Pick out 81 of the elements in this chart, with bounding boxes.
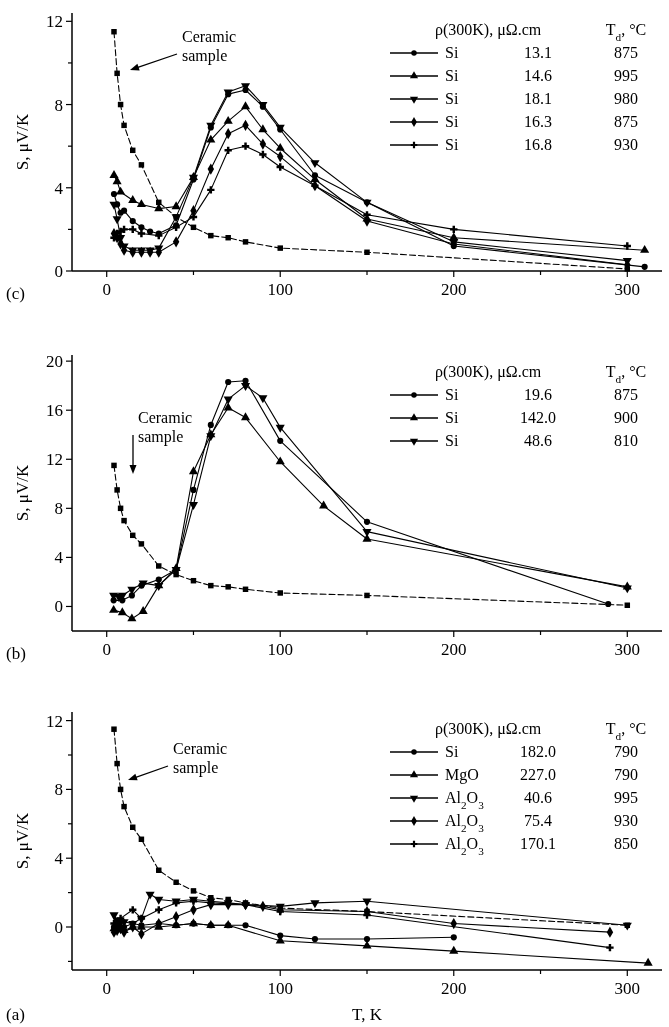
annotation: 900 — [614, 409, 638, 426]
y-tick-label: 0 — [54, 262, 63, 281]
x-tick-label: 200 — [441, 979, 467, 998]
legend-label: Al$_{2}$O$_{3}$ — [445, 789, 485, 811]
annotation: ρ(300K), μΩ.cm — [435, 363, 542, 381]
annotation: Ceramic sample — [173, 740, 228, 777]
annotation: 13.1 — [524, 44, 552, 61]
y-tick-label: 4 — [54, 178, 64, 198]
annotation: 170.1 — [520, 835, 556, 852]
legend-label: MgO — [445, 766, 479, 784]
x-tick-label: 200 — [441, 640, 467, 659]
annotation: ρ(300K), μΩ.cm — [435, 720, 542, 738]
x-axis-title: T, K — [352, 1005, 383, 1024]
annotation: Ceramic sample — [138, 409, 193, 446]
annotation: 40.6 — [524, 789, 552, 806]
annotation: 995 — [614, 789, 638, 806]
x-tick-label: 200 — [441, 280, 467, 299]
annotation: 790 — [614, 743, 638, 760]
annotation: 790 — [614, 766, 638, 783]
legend-label: Si — [445, 409, 459, 426]
x-tick-label: 0 — [102, 640, 111, 659]
x-tick-label: 100 — [267, 979, 293, 998]
annotation: 930 — [614, 136, 638, 153]
y-tick-label: 20 — [46, 352, 63, 372]
annotation: 18.1 — [524, 90, 552, 107]
y-tick-label: 4 — [54, 548, 64, 568]
annotation: T$_{d}$, °C — [605, 720, 647, 742]
annotation: 810 — [614, 432, 638, 449]
text: (a) — [6, 1005, 25, 1024]
y-tick-label: 12 — [46, 450, 63, 470]
x-tick-label: 100 — [267, 640, 293, 659]
annotation: 227.0 — [520, 766, 556, 783]
annotation: 182.0 — [520, 743, 556, 760]
annotation: 19.6 — [524, 386, 552, 403]
y-axis-title: S, μV/K — [13, 812, 32, 870]
annotation: 850 — [614, 835, 638, 852]
y-axis-title: S, μV/K — [13, 113, 32, 171]
y-tick-label: 0 — [54, 597, 63, 617]
y-tick-label: 8 — [54, 780, 63, 800]
legend-label: Si — [445, 90, 459, 107]
annotation: 14.6 — [524, 67, 552, 84]
legend-label: Si — [445, 44, 459, 61]
annotation: T$_{d}$, °C — [605, 363, 647, 385]
y-tick-label: 12 — [46, 711, 63, 731]
x-tick-label: 0 — [102, 979, 111, 998]
annotation: 930 — [614, 812, 638, 829]
y-tick-label: 16 — [46, 401, 63, 421]
annotation: 875 — [614, 113, 638, 130]
x-tick-label: 300 — [614, 979, 641, 998]
annotation: 142.0 — [520, 409, 556, 426]
x-tick-label: 0 — [102, 280, 111, 299]
annotation: 980 — [614, 90, 638, 107]
annotation: 875 — [614, 386, 638, 403]
text: (b) — [6, 644, 26, 663]
annotation: 48.6 — [524, 432, 552, 449]
annotation: 995 — [614, 67, 638, 84]
annotation: 16.8 — [524, 136, 552, 153]
legend-label: Si — [445, 67, 459, 84]
x-tick-label: 100 — [267, 280, 293, 299]
x-tick-label: 300 — [614, 640, 641, 659]
legend-label: Si — [445, 386, 459, 403]
legend-label: Al$_{2}$O$_{3}$ — [445, 812, 485, 834]
y-tick-label: 4 — [54, 849, 64, 869]
text: (c) — [6, 284, 25, 303]
y-tick-label: 12 — [46, 12, 63, 32]
annotation: Ceramic sample — [182, 28, 237, 65]
annotation: T$_{d}$, °C — [605, 21, 647, 43]
y-tick-label: 8 — [54, 499, 63, 519]
y-tick-label: 0 — [54, 918, 63, 937]
annotation: 75.4 — [524, 812, 552, 829]
legend-label: Al$_{2}$O$_{3}$ — [445, 835, 485, 857]
x-tick-label: 300 — [614, 280, 641, 299]
annotation: 16.3 — [524, 113, 552, 130]
annotation: ρ(300K), μΩ.cm — [435, 21, 542, 39]
y-tick-label: 8 — [54, 95, 63, 115]
annotation: 875 — [614, 44, 638, 61]
legend-label: Si — [445, 136, 459, 153]
y-axis-title: S, μV/K — [13, 464, 32, 522]
legend-label: Si — [445, 432, 459, 449]
legend-label: Si — [445, 113, 459, 130]
legend-label: Si — [445, 743, 459, 760]
